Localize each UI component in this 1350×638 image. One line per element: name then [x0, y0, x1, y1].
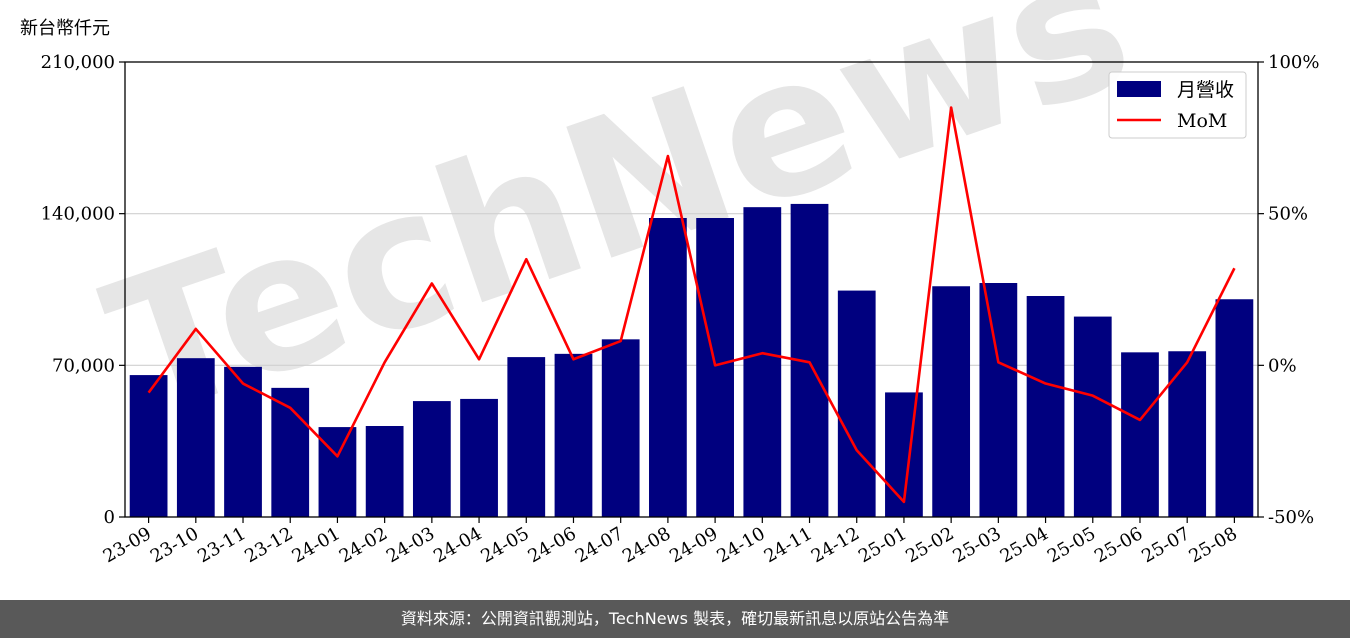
bar-24-07 [601, 339, 640, 517]
y-axis-unit-label: 新台幣仟元 [20, 18, 110, 39]
x-tick-label: 25-04 [997, 523, 1052, 567]
bar-24-09 [696, 218, 734, 517]
x-tick-label: 23-11 [194, 523, 249, 567]
legend-bar-swatch [1117, 81, 1161, 97]
x-tick-label: 24-09 [666, 523, 721, 567]
right-axis: -50% 0% 50% 100% [1258, 52, 1319, 528]
x-tick-label: 24-11 [761, 523, 816, 567]
bar-24-08 [649, 218, 687, 517]
x-tick-label: 23-12 [241, 523, 296, 567]
x-tick-label: 25-02 [902, 523, 957, 567]
bar-23-10 [176, 358, 215, 517]
bar-25-04 [1026, 296, 1065, 517]
x-tick-label: 25-07 [1138, 523, 1193, 567]
legend: 月營收 MoM [1108, 71, 1247, 139]
x-tick-label: 25-05 [1044, 523, 1099, 567]
bar-24-12 [837, 290, 876, 517]
bar-24-03 [412, 401, 451, 517]
left-axis: 0 70,000 140,000 210,000 [41, 52, 125, 528]
x-tick-label: 24-01 [288, 523, 343, 567]
x-tick-label: 24-08 [619, 523, 674, 567]
bar-23-09 [129, 375, 168, 517]
right-tick-label: -50% [1268, 507, 1314, 528]
x-tick-label: 24-10 [713, 523, 768, 567]
right-tick-label: 0% [1268, 355, 1297, 376]
bar-23-11 [224, 366, 262, 517]
bar-24-01 [318, 427, 357, 517]
mom-series [147, 106, 1236, 504]
right-tick-label: 50% [1268, 204, 1308, 225]
x-tick-label: 23-09 [100, 523, 155, 567]
bar-24-06 [554, 353, 593, 517]
x-axis: 23-0923-1023-1123-1224-0124-0224-0324-04… [100, 517, 1241, 567]
x-tick-label: 25-06 [1091, 523, 1146, 567]
x-tick-label: 24-12 [808, 523, 863, 567]
plot-frame [124, 61, 1259, 518]
legend-line-label: MoM [1177, 110, 1227, 132]
x-tick-label: 24-02 [336, 523, 391, 567]
x-tick-label: 24-07 [572, 523, 627, 567]
legend-bar-label: 月營收 [1177, 79, 1234, 101]
source-footer: 資料來源：公開資訊觀測站，TechNews 製表，確切最新訊息以原站公告為準 [0, 600, 1350, 638]
mom-line [147, 106, 1236, 504]
right-tick-label: 100% [1268, 52, 1319, 73]
left-tick-label: 210,000 [41, 52, 115, 73]
bar-series [129, 203, 1254, 517]
left-tick-label: 70,000 [52, 355, 115, 376]
bar-25-05 [1073, 316, 1112, 517]
bar-25-03 [979, 283, 1018, 517]
x-tick-label: 24-05 [477, 523, 532, 567]
x-tick-label: 25-03 [949, 523, 1004, 567]
x-tick-label: 24-06 [525, 523, 580, 567]
x-tick-label: 24-03 [383, 523, 438, 567]
x-tick-label: 23-10 [147, 523, 202, 567]
bar-25-07 [1168, 351, 1207, 517]
bar-24-04 [460, 398, 498, 517]
bar-24-02 [365, 426, 404, 517]
x-tick-label: 25-08 [1185, 523, 1240, 567]
left-tick-label: 0 [104, 507, 115, 528]
grid-lines [125, 213, 1258, 366]
left-tick-label: 140,000 [41, 204, 115, 225]
bar-25-06 [1121, 352, 1159, 517]
bar-24-05 [507, 357, 546, 517]
x-tick-label: 25-01 [855, 523, 910, 567]
bar-24-10 [743, 207, 782, 517]
bar-25-02 [932, 286, 971, 517]
bar-25-08 [1215, 299, 1254, 517]
x-tick-label: 24-04 [430, 523, 485, 567]
